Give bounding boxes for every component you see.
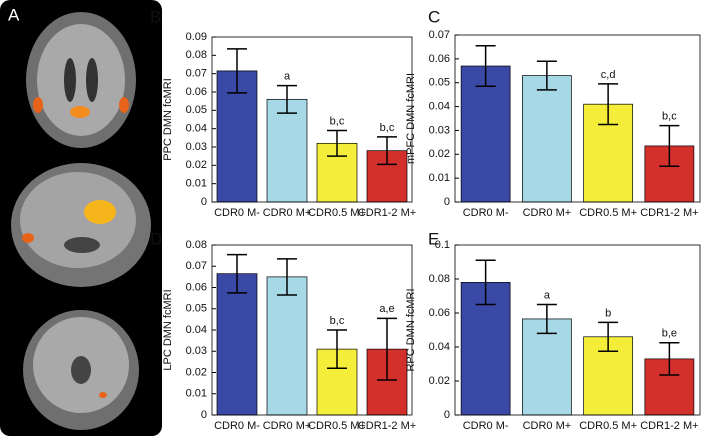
panel-label: C bbox=[428, 7, 440, 26]
y-tick-label: 0.04 bbox=[186, 123, 207, 135]
y-axis-label: PPC DMN fcMRI bbox=[162, 78, 174, 161]
y-axis-label: LPC DMN fcMRI bbox=[162, 289, 174, 370]
x-tick-label: CDR0 M+ bbox=[263, 207, 312, 219]
axes-frame bbox=[454, 34, 701, 203]
panel-label: B bbox=[150, 7, 161, 26]
annotation: a,e bbox=[379, 303, 394, 315]
brain-axial bbox=[26, 12, 136, 148]
brain-sagittal bbox=[11, 163, 151, 287]
y-axis-label: mPFC DMN fcMRI bbox=[405, 73, 417, 164]
panel-label: A bbox=[8, 5, 20, 24]
y-tick-label: 0.02 bbox=[186, 159, 207, 171]
y-tick-label: 0.03 bbox=[186, 345, 207, 357]
x-tick-label: CDR0 M+ bbox=[523, 207, 572, 219]
x-tick-label: CDR0.5 M+ bbox=[308, 420, 366, 432]
y-tick-label: 0.07 bbox=[186, 68, 207, 80]
bar bbox=[266, 276, 308, 416]
x-tick-label: CDR0 M- bbox=[214, 420, 260, 432]
y-tick-label: 0.01 bbox=[429, 172, 450, 184]
y-tick-label: 0 bbox=[201, 409, 207, 421]
y-axis-label: RPC DMN fcMRI bbox=[405, 288, 417, 371]
y-tick-label: 0.08 bbox=[186, 49, 207, 61]
y-tick-label: 0.02 bbox=[429, 375, 450, 387]
y-tick-label: 0.04 bbox=[429, 341, 450, 353]
y-tick-label: 0.06 bbox=[186, 86, 207, 98]
y-tick-label: 0.06 bbox=[186, 281, 207, 293]
y-tick-label: 0 bbox=[444, 409, 450, 421]
annotation: b,c bbox=[330, 115, 345, 127]
annotation: b,c bbox=[330, 315, 345, 327]
annotation: b,e bbox=[662, 328, 677, 340]
y-tick-label: 0.05 bbox=[186, 104, 207, 116]
y-tick-label: 0.04 bbox=[186, 324, 207, 336]
y-tick-label: 0.02 bbox=[429, 148, 450, 160]
x-tick-label: CDR0 M- bbox=[463, 420, 509, 432]
y-tick-label: 0.05 bbox=[429, 77, 450, 89]
y-tick-label: 0.01 bbox=[186, 388, 207, 400]
annotation: b,c bbox=[662, 111, 677, 123]
axes-frame bbox=[211, 244, 413, 416]
y-tick-label: 0.02 bbox=[186, 366, 207, 378]
panel-label: D bbox=[150, 229, 162, 248]
y-tick-label: 0 bbox=[201, 196, 207, 208]
y-tick-label: 0.06 bbox=[429, 307, 450, 319]
y-tick-label: 0.08 bbox=[186, 239, 207, 251]
bar bbox=[522, 318, 572, 416]
y-tick-label: 0.08 bbox=[429, 273, 450, 285]
x-tick-label: CDR0 M+ bbox=[523, 420, 572, 432]
axes-frame bbox=[454, 244, 701, 416]
x-tick-label: CDR0.5 M+ bbox=[579, 420, 637, 432]
bar bbox=[216, 273, 258, 416]
annotation: b,c bbox=[380, 122, 395, 134]
x-tick-label: CDR1-2 M+ bbox=[640, 207, 698, 219]
x-tick-label: CDR0 M+ bbox=[263, 420, 312, 432]
y-tick-label: 0.01 bbox=[186, 178, 207, 190]
x-tick-label: CDR1-2 M+ bbox=[358, 207, 416, 219]
y-tick-label: 0.04 bbox=[429, 100, 450, 112]
y-tick-label: 0.05 bbox=[186, 303, 207, 315]
y-tick-label: 0.09 bbox=[186, 31, 207, 43]
y-tick-label: 0.1 bbox=[435, 239, 450, 251]
annotation: c,d bbox=[601, 69, 616, 81]
panel-label: E bbox=[428, 229, 439, 248]
x-tick-label: CDR0.5 M+ bbox=[308, 207, 366, 219]
annotation: a bbox=[284, 70, 291, 82]
x-tick-label: CDR0 M- bbox=[463, 207, 509, 219]
bar bbox=[460, 65, 511, 203]
y-tick-label: 0.03 bbox=[429, 124, 450, 136]
y-tick-label: 0.03 bbox=[186, 141, 207, 153]
x-tick-label: CDR1-2 M+ bbox=[358, 420, 416, 432]
brain-coronal bbox=[23, 310, 139, 430]
bar bbox=[522, 75, 572, 203]
y-tick-label: 0.06 bbox=[429, 53, 450, 65]
axes-frame bbox=[211, 36, 413, 203]
bar bbox=[266, 98, 308, 203]
y-tick-label: 0.07 bbox=[186, 260, 207, 272]
y-tick-label: 0.07 bbox=[429, 29, 450, 41]
x-tick-label: CDR0.5 M+ bbox=[579, 207, 637, 219]
x-tick-label: CDR1-2 M+ bbox=[640, 420, 698, 432]
x-tick-label: CDR0 M- bbox=[214, 207, 260, 219]
annotation: b bbox=[605, 307, 611, 319]
annotation: a bbox=[544, 289, 551, 301]
y-tick-label: 0 bbox=[444, 196, 450, 208]
